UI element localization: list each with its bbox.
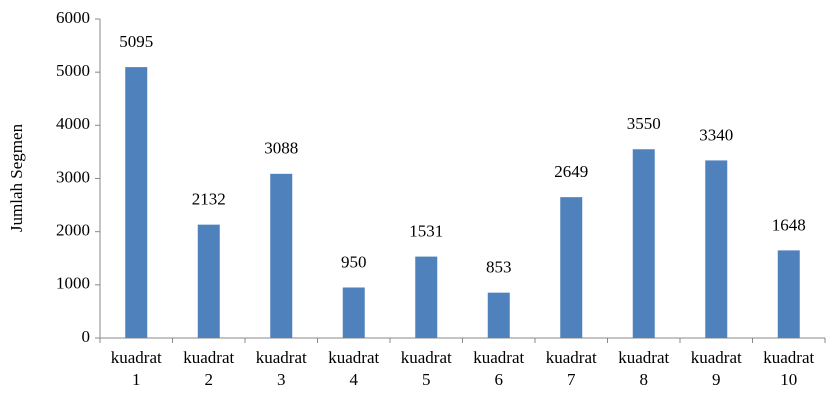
x-tick-label-box: kuadrat 6 [473, 348, 525, 389]
y-tick-label: 5000 [56, 61, 90, 80]
bar [125, 67, 148, 338]
x-tick-label-box: kuadrat 4 [328, 348, 380, 389]
x-tick-label-box: kuadrat 9 [690, 348, 742, 389]
value-label: 1648 [772, 215, 806, 234]
x-tick-label: kuadrat 4 [328, 348, 380, 389]
value-label: 5095 [119, 32, 153, 51]
bar [560, 197, 583, 338]
x-tick-label: kuadrat 5 [400, 348, 452, 389]
bar [632, 149, 655, 338]
bar [777, 250, 800, 338]
x-tick-label: kuadrat 7 [545, 348, 597, 389]
value-label: 950 [341, 252, 367, 271]
y-axis-label: Jumlah Segmen [7, 123, 26, 232]
x-tick-label: kuadrat 1 [110, 348, 162, 389]
x-tick-label-box: kuadrat 5 [400, 348, 452, 389]
value-label: 853 [486, 258, 512, 277]
x-tick-label-box: kuadrat 7 [545, 348, 597, 389]
x-tick-label: kuadrat 8 [618, 348, 670, 389]
bar [415, 256, 438, 338]
x-tick-label-box: kuadrat 8 [618, 348, 670, 389]
y-tick-label: 1000 [56, 274, 90, 293]
y-tick-label: 2000 [56, 221, 90, 240]
bar [270, 173, 293, 338]
bar [342, 287, 365, 338]
x-tick-label: kuadrat 3 [255, 348, 307, 389]
x-tick-label-box: kuadrat 1 [110, 348, 162, 389]
value-label: 3088 [264, 139, 298, 158]
bar [197, 224, 220, 338]
bar [487, 292, 510, 338]
x-tick-label-box: kuadrat 10 [763, 348, 815, 389]
x-tick-label-box: kuadrat 2 [183, 348, 235, 389]
value-label: 1531 [409, 222, 443, 241]
x-tick-label: kuadrat 2 [183, 348, 235, 389]
x-tick-label: kuadrat 10 [763, 348, 815, 389]
bar [705, 160, 728, 338]
x-tick-label: kuadrat 6 [473, 348, 525, 389]
value-label: 2132 [192, 190, 226, 209]
value-label: 3550 [627, 114, 661, 133]
x-tick-label: kuadrat 9 [690, 348, 742, 389]
y-tick-label: 6000 [56, 8, 90, 27]
value-label: 2649 [554, 162, 588, 181]
x-tick-label-box: kuadrat 3 [255, 348, 307, 389]
y-tick-label: 4000 [56, 114, 90, 133]
y-tick-label: 0 [82, 327, 91, 346]
y-tick-label: 3000 [56, 167, 90, 186]
value-label: 3340 [699, 125, 733, 144]
